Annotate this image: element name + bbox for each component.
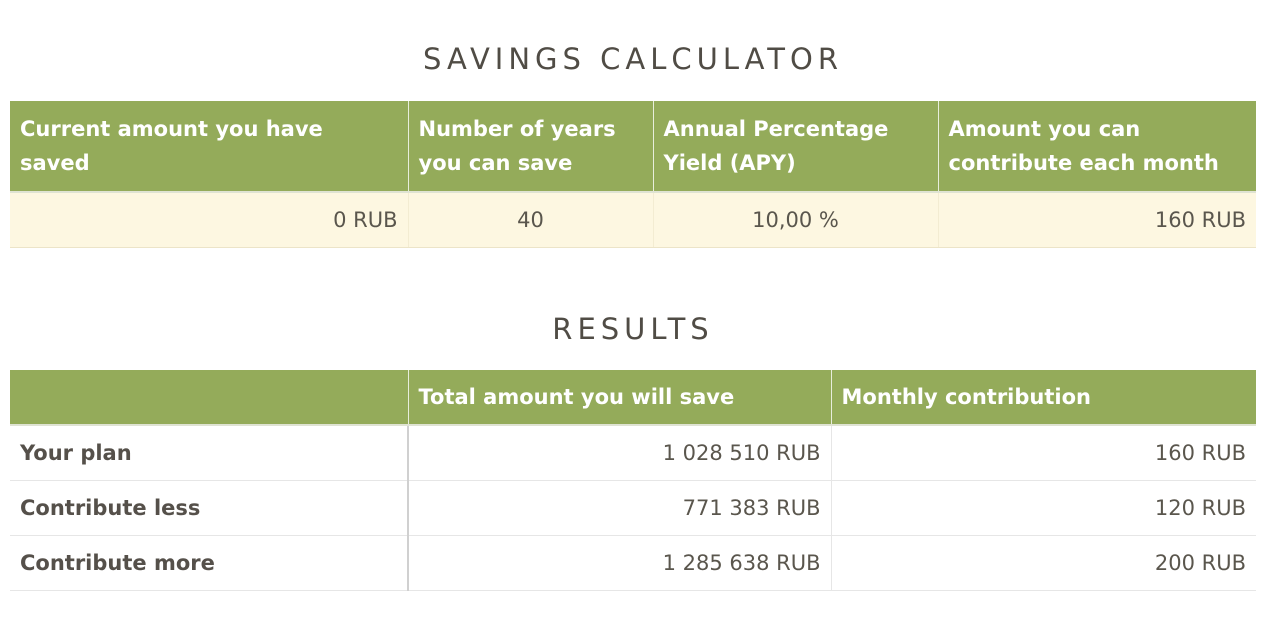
monthly-amount-input[interactable]: 160 RUB bbox=[938, 192, 1256, 248]
table-row: Your plan 1 028 510 RUB 160 RUB bbox=[10, 425, 1256, 481]
header-total-amount: Total amount you will save bbox=[408, 370, 832, 426]
total-amount-cell: 1 285 638 RUB bbox=[408, 535, 832, 591]
monthly-contribution-cell: 200 RUB bbox=[831, 535, 1256, 591]
monthly-contribution-cell: 120 RUB bbox=[831, 480, 1256, 536]
savings-input-table: Current amount you have saved Number of … bbox=[10, 101, 1256, 248]
header-years: Number of years you can save bbox=[408, 101, 654, 193]
row-label: Contribute more bbox=[10, 535, 409, 591]
header-monthly-amount: Amount you can contribute each month bbox=[938, 101, 1256, 193]
row-label: Contribute less bbox=[10, 480, 409, 536]
input-values-row: 0 RUB 40 10,00 % 160 RUB bbox=[10, 192, 1256, 248]
header-apy: Annual Percentage Yield (APY) bbox=[653, 101, 939, 193]
results-header-row: Total amount you will save Monthly contr… bbox=[10, 370, 1256, 426]
header-current-amount: Current amount you have saved bbox=[10, 101, 409, 193]
years-input[interactable]: 40 bbox=[408, 192, 654, 248]
results-title: RESULTS bbox=[552, 312, 714, 346]
total-amount-cell: 771 383 RUB bbox=[408, 480, 832, 536]
header-empty bbox=[10, 370, 409, 426]
calculator-title: SAVINGS CALCULATOR bbox=[423, 42, 843, 76]
apy-input[interactable]: 10,00 % bbox=[653, 192, 939, 248]
current-amount-input[interactable]: 0 RUB bbox=[10, 192, 409, 248]
table-row: Contribute less 771 383 RUB 120 RUB bbox=[10, 480, 1256, 536]
header-monthly-contribution: Monthly contribution bbox=[831, 370, 1256, 426]
row-label: Your plan bbox=[10, 425, 409, 481]
table-row: Contribute more 1 285 638 RUB 200 RUB bbox=[10, 535, 1256, 591]
input-header-row: Current amount you have saved Number of … bbox=[10, 101, 1256, 193]
results-table: Total amount you will save Monthly contr… bbox=[10, 370, 1256, 591]
total-amount-cell: 1 028 510 RUB bbox=[408, 425, 832, 481]
monthly-contribution-cell: 160 RUB bbox=[831, 425, 1256, 481]
